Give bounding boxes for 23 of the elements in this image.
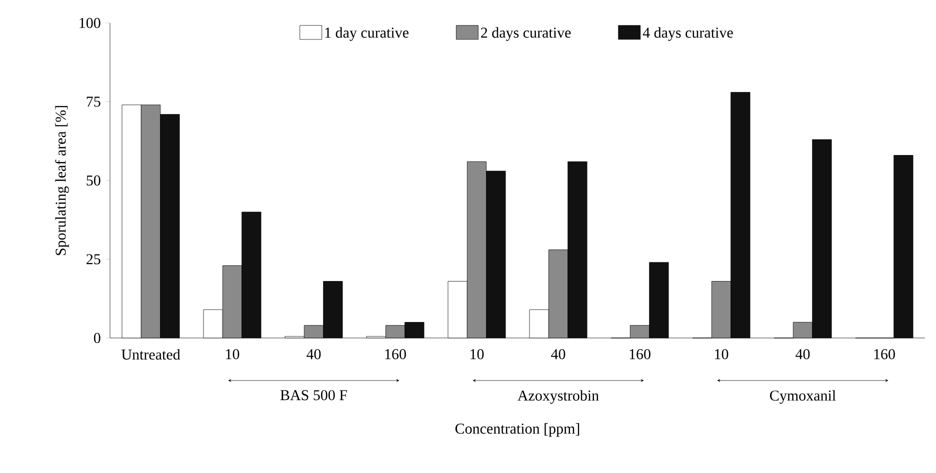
y-tick-label: 100 [80, 18, 100, 28]
x-tick-label: 10 [715, 349, 728, 360]
legend-label: 1 day curative [325, 27, 408, 41]
x-tick-label: 10 [226, 349, 240, 360]
x-tick-label: 160 [385, 349, 406, 360]
x-tick-label: 10 [470, 349, 484, 360]
x-tick-label: 40 [306, 349, 321, 360]
text: Azoxystrobin [518, 390, 599, 404]
y-tick-label: 75 [86, 96, 100, 107]
x-tick-label: 40 [551, 349, 566, 360]
y-tick-label: 25 [86, 254, 100, 264]
y-axis-title: Sporulating leaf area [%] [55, 106, 69, 256]
x-tick-label: 160 [630, 349, 650, 360]
legend-label: 2 days curative [481, 27, 571, 41]
x-tick-label: Untreated [122, 349, 180, 360]
text: BAS 500 F [280, 390, 347, 400]
y-tick-label: 0 [94, 332, 100, 344]
legend-label: 4 days curative [642, 27, 733, 41]
x-axis-title: Concentration [ppm] [455, 423, 580, 437]
x-tick-label: 40 [796, 349, 810, 360]
text: Cymoxanil [770, 390, 836, 404]
x-tick-label: 160 [874, 349, 895, 360]
y-tick-label: 50 [86, 175, 100, 186]
